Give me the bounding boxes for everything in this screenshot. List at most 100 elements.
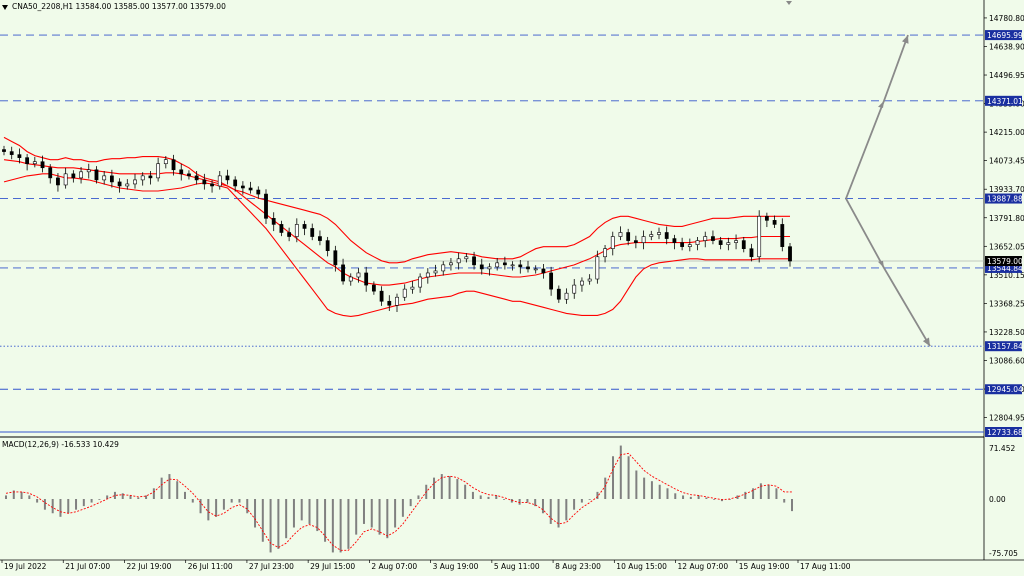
candle-body[interactable] — [618, 232, 623, 237]
candle-body[interactable] — [502, 262, 507, 266]
candle-body[interactable] — [649, 234, 654, 237]
projection-arrow-up[interactable] — [845, 34, 909, 199]
candle-body[interactable] — [294, 224, 299, 237]
candle-body[interactable] — [233, 179, 238, 187]
candle-body[interactable] — [117, 181, 122, 187]
level-price-tag[interactable] — [985, 384, 1022, 395]
candle-body[interactable] — [749, 248, 754, 258]
candle-body[interactable] — [63, 173, 68, 186]
candle-body[interactable] — [664, 232, 669, 239]
candle-body[interactable] — [641, 236, 646, 243]
candle-body[interactable] — [163, 159, 168, 165]
candle-body[interactable] — [433, 270, 438, 274]
candle-body[interactable] — [364, 272, 369, 286]
candle-body[interactable] — [549, 272, 554, 290]
candle-body[interactable] — [726, 242, 731, 245]
candle-body[interactable] — [780, 224, 785, 247]
candle-body[interactable] — [657, 232, 661, 235]
candle-body[interactable] — [79, 171, 83, 179]
candle-body[interactable] — [140, 175, 145, 181]
candle-body[interactable] — [371, 284, 376, 292]
candle-body[interactable] — [402, 288, 407, 298]
candle-body[interactable] — [695, 240, 700, 245]
candle-body[interactable] — [256, 189, 261, 195]
projection-arrow-down[interactable] — [845, 198, 931, 347]
candle-body[interactable] — [71, 173, 76, 179]
candle-body[interactable] — [279, 224, 284, 233]
candle-body[interactable] — [603, 248, 607, 258]
level-price-tag[interactable] — [985, 95, 1022, 106]
candle-body[interactable] — [757, 216, 762, 258]
candle-body[interactable] — [626, 232, 631, 241]
candle-body[interactable] — [711, 236, 715, 241]
candle-body[interactable] — [133, 179, 137, 185]
candle-body[interactable] — [418, 276, 423, 288]
level-price-tag[interactable] — [985, 193, 1022, 204]
candle-body[interactable] — [341, 264, 345, 282]
candle-body[interactable] — [2, 149, 6, 152]
level-price-tag[interactable] — [985, 30, 1022, 41]
candle-body[interactable] — [56, 177, 60, 186]
candle-body[interactable] — [734, 240, 738, 243]
candle-body[interactable] — [9, 151, 14, 155]
candle-body[interactable] — [109, 175, 114, 183]
candle-body[interactable] — [479, 264, 484, 270]
candle-body[interactable] — [287, 232, 292, 237]
candle-body[interactable] — [572, 284, 577, 294]
candle-body[interactable] — [32, 161, 37, 165]
level-price-tag[interactable] — [985, 341, 1022, 352]
candle-body[interactable] — [225, 175, 230, 181]
candle-body[interactable] — [356, 272, 361, 278]
candle-body[interactable] — [772, 220, 777, 225]
candle-body[interactable] — [302, 224, 307, 229]
level-price-tag[interactable] — [985, 262, 1022, 273]
candle-body[interactable] — [487, 266, 492, 270]
candle-body[interactable] — [518, 264, 523, 268]
candle-body[interactable] — [441, 264, 446, 272]
level-price-tag[interactable] — [985, 427, 1022, 437]
candle-body[interactable] — [240, 185, 245, 189]
candle-body[interactable] — [187, 173, 191, 177]
candle-body[interactable] — [125, 183, 130, 187]
candle-body[interactable] — [764, 216, 769, 221]
candle-body[interactable] — [410, 286, 415, 290]
candle-body[interactable] — [541, 268, 546, 274]
candle-body[interactable] — [48, 167, 53, 179]
candle-body[interactable] — [271, 218, 276, 225]
candle-body[interactable] — [741, 240, 746, 249]
scroll-marker-icon[interactable] — [786, 1, 792, 5]
candle-body[interactable] — [264, 193, 268, 219]
candle-body[interactable] — [425, 272, 430, 278]
candle-body[interactable] — [672, 238, 677, 243]
candle-body[interactable] — [610, 236, 615, 249]
candle-body[interactable] — [40, 161, 45, 169]
candle-body[interactable] — [533, 268, 538, 271]
candle-body[interactable] — [687, 244, 692, 247]
candle-body[interactable] — [310, 228, 315, 237]
candle-body[interactable] — [194, 175, 199, 181]
candle-body[interactable] — [210, 183, 214, 187]
symbol-header[interactable]: CNA50_2208,H1 13584.00 13585.00 13577.00… — [2, 2, 226, 11]
candle-body[interactable] — [510, 264, 515, 267]
candle-body[interactable] — [248, 187, 253, 191]
candle-body[interactable] — [348, 276, 353, 282]
candle-body[interactable] — [171, 159, 176, 171]
candle-body[interactable] — [217, 175, 222, 187]
candle-body[interactable] — [148, 175, 153, 179]
dropdown-caret-icon[interactable] — [2, 4, 8, 10]
candle-body[interactable] — [94, 169, 99, 181]
candle-body[interactable] — [680, 242, 685, 247]
candle-body[interactable] — [333, 250, 338, 266]
candle-body[interactable] — [379, 290, 384, 302]
candle-body[interactable] — [318, 236, 322, 241]
candle-body[interactable] — [788, 246, 792, 262]
candle-body[interactable] — [179, 169, 184, 175]
candle-body[interactable] — [156, 163, 161, 179]
candle-body[interactable] — [102, 175, 107, 181]
candle-body[interactable] — [17, 154, 22, 158]
candle-body[interactable] — [526, 266, 530, 270]
candle-body[interactable] — [472, 256, 476, 266]
candle-body[interactable] — [564, 292, 569, 300]
current-price-tag[interactable] — [985, 256, 1022, 267]
